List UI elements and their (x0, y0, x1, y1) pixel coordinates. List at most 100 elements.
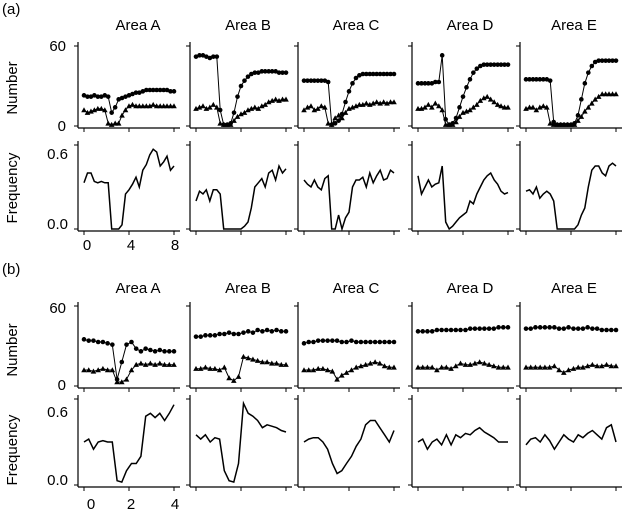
panel-a-number-2-point-circle (259, 69, 265, 74)
panel-a-frequency-2-line (195, 163, 287, 230)
panel-b-number-4-point-circle (434, 327, 440, 333)
panel-b-number-2-point-circle (231, 331, 237, 337)
panel-a-number-5-point-triangle (592, 96, 598, 102)
panel-b-number-5-point-circle (585, 325, 590, 330)
panel-a-number-2-point-circle (256, 70, 261, 75)
panel-b-number-3-point-triangle (320, 365, 326, 371)
panel-a-number-4-point-triangle (429, 104, 435, 110)
panel-b-number-1-point-triangle (119, 379, 125, 385)
panel-a-number-3-point-triangle (380, 99, 387, 105)
panel-a-number-4-point-triangle (453, 119, 459, 125)
panel-b-number-3-point-circle (320, 338, 326, 343)
panel-b-number-4-point-circle (477, 326, 482, 331)
panel-b-number-1-point-circle (110, 342, 115, 347)
panel-b-number-3-point-triangle (334, 376, 340, 382)
panel-b-number-5-point-circle (537, 325, 543, 330)
area-title-a-2: Area B (225, 17, 271, 34)
panel-a-number-5-point-triangle (537, 104, 543, 110)
panel-a-number-3-point-triangle (353, 103, 359, 109)
panel-a-number-2-point-triangle (207, 104, 213, 110)
panel-a-number-3-point-circle (391, 71, 397, 77)
xtick-b-2: 2 (127, 496, 135, 513)
panel-b-number-2-point-triangle (273, 360, 280, 366)
panel-a-number-1-point-circle (161, 87, 166, 93)
panel-b-number-4-point-triangle (419, 364, 426, 370)
plot-area (74, 42, 622, 491)
panel-b-number-3-point-circle (315, 338, 321, 343)
panel-b-number-1-point-triangle (123, 376, 130, 382)
panel-a-number-3-point-triangle (328, 121, 335, 127)
panel-b-number-2-point-triangle (221, 364, 228, 370)
panel-a-number-2-point-triangle (200, 103, 206, 109)
xtick-b-0: 0 (87, 496, 95, 513)
panel-a-number-1-point-triangle (115, 120, 122, 126)
panel-b-number-1-point-circle (91, 338, 96, 343)
ytick-number-b-top: 60 (49, 300, 66, 317)
panel-a-number-2-point-circle (266, 69, 271, 74)
panel-b-number-2-point-triangle (235, 373, 242, 379)
panel-a-number-2-point-triangle (214, 104, 220, 110)
panel-b-number-5-point-triangle (599, 363, 605, 369)
panel-a-number-3-point-circle (350, 81, 355, 86)
panel-a-number-2-point-triangle (241, 109, 248, 115)
panel-a-number-5-point-triangle (582, 108, 588, 114)
panel-b-number-2-point-triangle (226, 375, 232, 381)
panel-b-number-3-point-circle (358, 339, 364, 345)
panel-b-number-2-point-circle (274, 327, 279, 333)
panel-b-number-4-point-triangle (415, 364, 421, 370)
panel-b-number-1-point-triangle (157, 360, 163, 366)
panel-b-number-5-point-triangle (523, 364, 529, 370)
panel-b-number-1-point-triangle (104, 367, 111, 373)
panel-b-number-3-point-triangle (343, 369, 350, 375)
panel-b-number-1-point-triangle (152, 361, 158, 367)
panel-b-number-4-point-triangle (429, 364, 435, 370)
panel-a-number-2-point-triangle (248, 105, 255, 111)
panel-a-number-3-point-triangle (373, 99, 380, 105)
panel-b-number-4-point-triangle (491, 363, 497, 369)
panel-b-number-3-point-triangle (362, 361, 369, 367)
panel-a-number-5-point-circle (606, 58, 612, 63)
panel-b-number-2-point-circle (226, 330, 232, 335)
panel-a-number-5-point-circle (527, 77, 532, 82)
panel-a-frequency-5-line (525, 162, 617, 230)
panel-b-number-4-point-triangle (472, 360, 478, 366)
panel-a-number-2-point-triangle (231, 117, 237, 123)
panel-b-number-4-point-circle (420, 329, 426, 334)
panel-a-number-3-point-triangle (315, 105, 321, 111)
panel-b-number-5-point-triangle (608, 363, 615, 369)
panel-a-number-4-point-circle (491, 62, 497, 67)
panel-a-number-3-point-circle (384, 71, 390, 77)
ytick-frequency-b-bottom: 0.0 (47, 472, 68, 489)
panel-b-number-3-point-triangle (353, 364, 359, 370)
panel-a-number-2-point-circle (197, 53, 202, 58)
panel-a-number-3-point-triangle (332, 115, 338, 121)
panel-b-number-1-point-circle (162, 349, 167, 354)
panel-b-number-5-point-circle (523, 326, 529, 331)
panel-a-number-4-point-triangle (449, 121, 456, 127)
panel-a-number-3-point-triangle (349, 104, 356, 110)
panel-b-number-1-point-circle (138, 349, 144, 354)
panel-a-number-2-point-circle (283, 70, 289, 75)
panel-a-number-3-point-circle (374, 71, 379, 77)
panel-b-number-3-point-triangle (324, 367, 331, 373)
panel-a-number-4-point-circle (415, 81, 421, 86)
panel-b-number-2-point-triangle (240, 353, 247, 359)
panel-b-number-4-point-circle (425, 329, 430, 334)
panel-b-number-4-point-circle (505, 325, 511, 330)
panel-b-number-2-point-circle (193, 334, 199, 339)
panel-a-number-4-point-triangle (481, 95, 487, 101)
panel-a-number-1-point-circle (147, 87, 153, 93)
panel-b-number-1-point-circle (100, 339, 106, 345)
panel-b-number-4-point-circle (444, 327, 449, 333)
panel-b-number-5-point-triangle (561, 369, 567, 375)
panel-b-number-1-point-triangle (133, 361, 139, 367)
panel-a-number-2-point-circle (249, 71, 254, 77)
panel-a-number-3-point-circle (325, 79, 331, 85)
panel-a-number-3-point-triangle (360, 101, 366, 107)
panel-b-number-2-point-triangle (207, 365, 213, 371)
panel-b-number-2-point-circle (269, 329, 275, 334)
panel-b-number-2-point-triangle (283, 361, 289, 367)
panel-b-number-5-point-circle (604, 327, 609, 333)
panel-b-number-4-point-circle (482, 326, 487, 331)
xtick-b-4: 4 (171, 496, 179, 513)
